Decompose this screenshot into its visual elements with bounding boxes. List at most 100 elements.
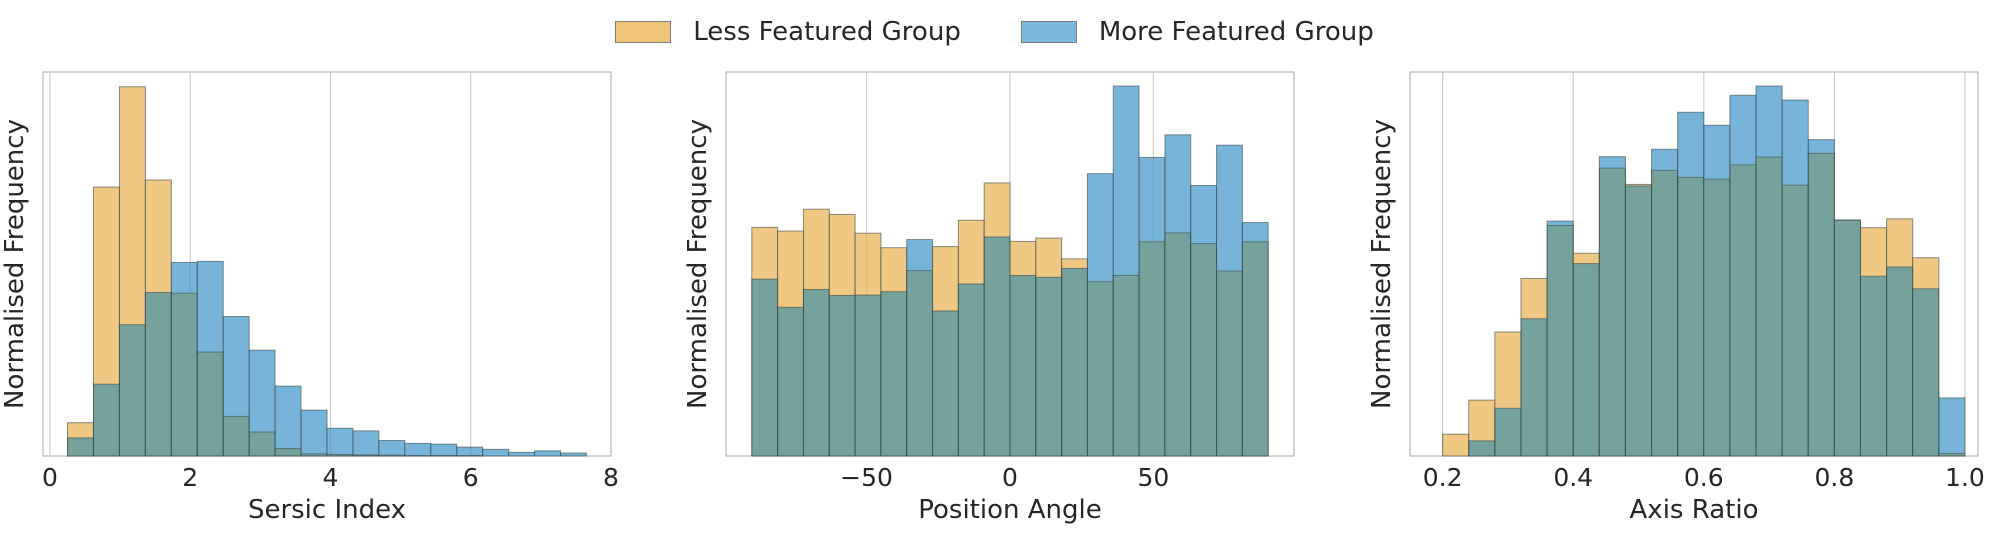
bar-less-featured xyxy=(803,209,830,290)
x-tick-label: 8 xyxy=(603,463,619,492)
bar-less-featured xyxy=(145,179,172,293)
legend: Less Featured Group More Featured Group xyxy=(0,12,1989,52)
bar-more-featured xyxy=(906,239,933,271)
x-axis-label: Axis Ratio xyxy=(1630,495,1759,525)
bar-overlap xyxy=(119,324,146,456)
x-tick-label: 4 xyxy=(323,463,339,492)
bar-overlap xyxy=(855,295,881,456)
bar-less-featured xyxy=(855,233,881,296)
bar-less-featured xyxy=(1061,258,1088,269)
bar-more-featured xyxy=(1651,149,1678,171)
bar-more-featured xyxy=(352,430,379,455)
x-axis-label: Position Angle xyxy=(918,495,1102,525)
bar-more-featured xyxy=(275,386,302,449)
bar-overlap xyxy=(223,416,250,456)
y-axis-label: Normalised Frequency xyxy=(1367,119,1397,409)
bar-less-featured xyxy=(1468,400,1495,441)
x-tick-label: 50 xyxy=(1138,463,1170,492)
bar-overlap xyxy=(751,279,778,456)
bar-overlap xyxy=(1164,232,1191,456)
x-tick-label: 0 xyxy=(1002,463,1018,492)
bar-overlap xyxy=(67,437,94,456)
bar-overlap xyxy=(275,448,302,456)
bar-overlap xyxy=(1035,277,1062,456)
bar-less-featured xyxy=(67,422,94,438)
bar-more-featured xyxy=(560,453,587,456)
bar-less-featured xyxy=(777,231,804,308)
bar-outline-more-featured xyxy=(1241,222,1269,457)
bar-less-featured xyxy=(1035,238,1062,278)
bar-overlap xyxy=(880,291,907,456)
bar-overlap xyxy=(1651,170,1678,457)
bar-overlap xyxy=(1242,241,1269,456)
bar-more-featured xyxy=(223,316,250,417)
bar-more-featured xyxy=(430,444,457,456)
bar-more-featured xyxy=(301,410,327,454)
legend-label-more-featured: More Featured Group xyxy=(1098,17,1374,47)
bar-overlap xyxy=(1061,268,1088,456)
y-axis-label: Normalised Frequency xyxy=(0,119,30,409)
bar-less-featured xyxy=(1625,184,1652,186)
bar-less-featured xyxy=(1520,278,1548,319)
bar-more-featured xyxy=(1242,222,1269,242)
bar-overlap xyxy=(1677,177,1704,456)
bar-overlap xyxy=(803,289,830,456)
bar-overlap xyxy=(1113,275,1140,456)
bar-overlap xyxy=(1729,164,1757,456)
bar-overlap xyxy=(1547,225,1574,456)
y-axis-label: Normalised Frequency xyxy=(683,119,713,409)
bar-overlap xyxy=(1190,243,1217,456)
bar-overlap xyxy=(1468,440,1495,456)
bar-overlap xyxy=(829,295,856,456)
bar-more-featured xyxy=(1808,139,1835,154)
bar-less-featured xyxy=(1442,434,1469,456)
bar-overlap xyxy=(1139,241,1165,456)
bar-overlap xyxy=(301,453,327,456)
bar-overlap xyxy=(327,454,353,456)
bar-outline-more-featured xyxy=(1912,288,1940,457)
bar-less-featured xyxy=(1860,227,1887,277)
bar-more-featured xyxy=(1164,134,1191,233)
bar-less-featured xyxy=(1573,253,1600,264)
chart-panel-1: 0 2 4 6 8 Sersic Index Normalised Frequency xyxy=(0,71,619,525)
bar-overlap xyxy=(1573,263,1600,456)
bar-overlap xyxy=(1912,288,1939,456)
bar-more-featured xyxy=(1599,156,1626,169)
bar-overlap xyxy=(93,384,120,456)
bar-less-featured xyxy=(751,227,778,280)
legend-swatch-less-featured xyxy=(615,21,672,43)
bar-more-featured xyxy=(404,443,431,456)
legend-swatch-more-featured xyxy=(1020,21,1077,43)
bar-overlap xyxy=(1834,220,1861,456)
bar-overlap xyxy=(777,307,804,456)
bar-less-featured xyxy=(1886,218,1913,267)
bar-less-featured xyxy=(829,214,856,296)
bar-overlap xyxy=(1808,153,1835,456)
bar-overlap xyxy=(352,454,379,456)
bar-more-featured xyxy=(1677,112,1704,178)
bar-overlap xyxy=(249,431,276,456)
bar-outline-more-featured xyxy=(1938,397,1966,457)
bar-overlap xyxy=(1010,275,1036,456)
bar-more-featured xyxy=(1756,86,1783,158)
bar-more-featured xyxy=(1087,173,1114,282)
bar-outline-more-featured xyxy=(560,452,587,457)
legend-item-more-featured: More Featured Group xyxy=(1020,17,1374,47)
bar-more-featured xyxy=(1938,397,1965,454)
bar-overlap xyxy=(906,270,933,456)
x-tick-label: 0.8 xyxy=(1814,463,1854,492)
bar-more-featured xyxy=(1547,221,1574,226)
bar-overlap xyxy=(1216,271,1243,456)
bar-overlap xyxy=(1756,157,1783,457)
x-tick-label: 2 xyxy=(182,463,198,492)
bar-more-featured xyxy=(456,447,483,456)
bar-overlap xyxy=(958,283,985,456)
bar-more-featured xyxy=(171,262,198,294)
legend-item-less-featured: Less Featured Group xyxy=(615,17,961,47)
bar-less-featured xyxy=(880,247,907,292)
bar-more-featured xyxy=(378,440,405,456)
bar-overlap xyxy=(1625,185,1652,456)
legend-label-less-featured: Less Featured Group xyxy=(693,17,961,47)
x-axis-label: Sersic Index xyxy=(248,495,406,525)
